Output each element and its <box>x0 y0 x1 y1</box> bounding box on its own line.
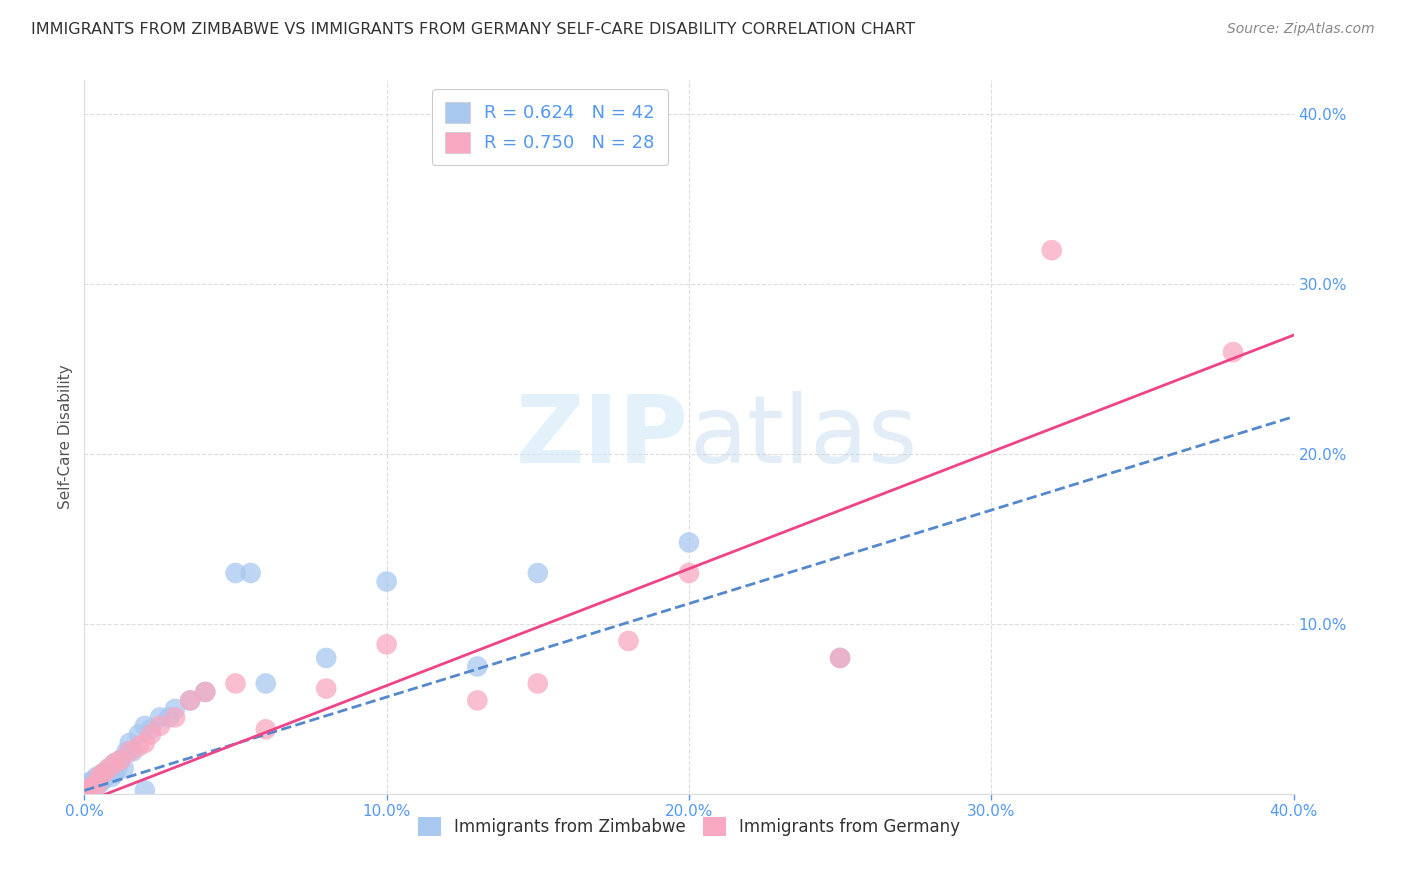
Point <box>91 773 114 788</box>
Point <box>194 685 217 699</box>
Point <box>375 574 398 589</box>
Point <box>94 770 117 784</box>
Point <box>110 753 132 767</box>
Point <box>115 744 138 758</box>
Point <box>104 756 127 771</box>
Point <box>104 766 127 780</box>
Point <box>134 783 156 797</box>
Point <box>134 719 156 733</box>
Point <box>89 770 111 784</box>
Point <box>165 710 187 724</box>
Point <box>830 651 852 665</box>
Point <box>79 781 101 796</box>
Point <box>239 566 262 580</box>
Point <box>134 736 156 750</box>
Point <box>315 651 337 665</box>
Point <box>86 778 108 792</box>
Point <box>139 727 162 741</box>
Point <box>1222 345 1244 359</box>
Legend: Immigrants from Zimbabwe, Immigrants from Germany: Immigrants from Zimbabwe, Immigrants fro… <box>408 807 970 847</box>
Point <box>128 727 150 741</box>
Point <box>149 719 172 733</box>
Point <box>157 710 180 724</box>
Text: Source: ZipAtlas.com: Source: ZipAtlas.com <box>1227 22 1375 37</box>
Point <box>97 761 120 775</box>
Point <box>121 744 143 758</box>
Point <box>678 566 700 580</box>
Text: atlas: atlas <box>689 391 917 483</box>
Y-axis label: Self-Care Disability: Self-Care Disability <box>58 365 73 509</box>
Point <box>527 676 550 690</box>
Point <box>110 753 132 767</box>
Point <box>91 766 114 780</box>
Point <box>91 766 114 780</box>
Point <box>678 535 700 549</box>
Text: ZIP: ZIP <box>516 391 689 483</box>
Point <box>86 778 108 792</box>
Point <box>100 770 122 784</box>
Point <box>89 770 111 784</box>
Point <box>82 778 104 792</box>
Point <box>118 736 141 750</box>
Point <box>617 634 640 648</box>
Point <box>112 761 135 775</box>
Point <box>79 781 101 796</box>
Point <box>79 775 101 789</box>
Point <box>139 723 162 737</box>
Point <box>315 681 337 696</box>
Point <box>467 693 489 707</box>
Point <box>179 693 201 707</box>
Point <box>118 744 141 758</box>
Point <box>527 566 550 580</box>
Point <box>165 702 187 716</box>
Point <box>97 766 120 780</box>
Point <box>128 739 150 754</box>
Point <box>89 777 111 791</box>
Point <box>82 780 104 794</box>
Point <box>254 723 277 737</box>
Point <box>76 778 98 792</box>
Point <box>179 693 201 707</box>
Point <box>830 651 852 665</box>
Point <box>194 685 217 699</box>
Point <box>82 773 104 788</box>
Point <box>76 783 98 797</box>
Point <box>254 676 277 690</box>
Point <box>467 659 489 673</box>
Point <box>225 566 247 580</box>
Point <box>1040 243 1063 257</box>
Point <box>97 761 120 775</box>
Point <box>149 710 172 724</box>
Point <box>375 637 398 651</box>
Point <box>76 783 98 797</box>
Point <box>107 761 129 775</box>
Point <box>86 770 108 784</box>
Text: IMMIGRANTS FROM ZIMBABWE VS IMMIGRANTS FROM GERMANY SELF-CARE DISABILITY CORRELA: IMMIGRANTS FROM ZIMBABWE VS IMMIGRANTS F… <box>31 22 915 37</box>
Point <box>104 756 127 771</box>
Point <box>225 676 247 690</box>
